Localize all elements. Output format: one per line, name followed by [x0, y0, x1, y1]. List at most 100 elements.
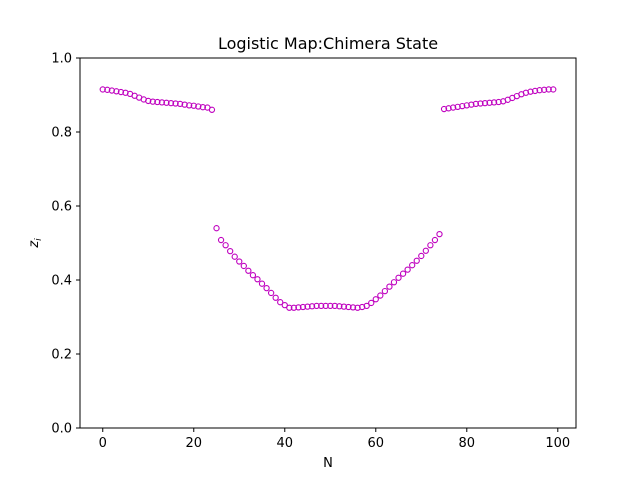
y-axis-ticks: 0.0 0.2 0.4 0.6 0.8 1.0	[51, 52, 80, 437]
data-point	[99, 86, 106, 93]
data-point	[104, 86, 111, 93]
data-point	[149, 98, 156, 105]
data-point	[154, 98, 161, 106]
data-point	[295, 304, 302, 311]
data-point	[381, 287, 389, 295]
data-point	[340, 303, 348, 310]
data-point	[158, 99, 166, 106]
data-point	[176, 100, 184, 108]
data-point	[399, 270, 407, 277]
data-point	[313, 302, 320, 310]
x-tick-label: 100	[545, 436, 570, 451]
data-point	[113, 88, 120, 95]
data-point	[299, 303, 307, 311]
data-point	[331, 302, 338, 310]
y-tick-label: 0.6	[51, 200, 72, 215]
x-axis-label: N	[323, 456, 333, 471]
data-point	[249, 272, 257, 279]
data-point	[199, 104, 207, 111]
data-point	[463, 102, 470, 109]
data-point	[186, 102, 193, 109]
data-point	[377, 292, 384, 299]
data-point	[459, 102, 466, 110]
data-point	[245, 267, 252, 274]
y-tick-label: 0.0	[51, 422, 72, 437]
data-point	[354, 304, 361, 311]
data-point	[290, 304, 298, 311]
data-point	[445, 105, 452, 112]
data-point	[217, 236, 225, 244]
data-point	[308, 303, 316, 310]
data-point	[390, 279, 398, 286]
data-point	[195, 103, 202, 110]
data-point	[336, 303, 343, 310]
data-point	[436, 230, 443, 238]
data-point	[495, 98, 502, 106]
data-point	[472, 100, 480, 108]
data-point	[531, 87, 539, 95]
data-point	[345, 303, 352, 311]
data-point	[486, 99, 493, 106]
y-tick-label: 0.8	[51, 126, 72, 141]
data-point	[477, 100, 484, 107]
x-tick-label: 40	[276, 436, 293, 451]
data-point	[449, 104, 457, 111]
data-point	[372, 296, 379, 303]
data-point	[272, 294, 279, 301]
data-point	[277, 299, 284, 306]
plot-area-frame	[79, 57, 577, 429]
data-point	[327, 302, 334, 310]
data-point	[267, 289, 275, 297]
y-axis-label: zi	[27, 238, 44, 249]
data-point	[422, 247, 429, 254]
data-point	[550, 86, 557, 93]
data-point	[318, 302, 325, 310]
data-point	[258, 280, 266, 287]
data-point	[190, 102, 197, 109]
data-point	[163, 99, 170, 106]
data-point	[222, 242, 229, 249]
data-point	[145, 97, 152, 105]
data-point	[481, 99, 489, 107]
data-point	[395, 274, 402, 281]
data-point	[440, 105, 448, 113]
data-point	[349, 304, 357, 311]
data-point	[304, 303, 311, 310]
data-point	[108, 87, 115, 94]
data-point	[240, 262, 247, 270]
x-tick-label: 80	[459, 436, 476, 451]
data-point	[409, 262, 416, 269]
x-tick-label: 20	[185, 436, 202, 451]
data-point	[281, 302, 288, 309]
data-point	[431, 236, 439, 244]
data-point	[545, 86, 552, 93]
data-point	[236, 258, 243, 265]
y-axis-label-subscript: i	[34, 238, 44, 241]
data-point	[468, 101, 475, 108]
data-point	[227, 247, 234, 255]
x-tick-label: 0	[99, 436, 107, 451]
data-point	[172, 100, 179, 107]
data-point	[363, 302, 370, 310]
data-markers	[99, 86, 557, 311]
data-point	[418, 252, 425, 260]
data-point	[386, 283, 393, 290]
data-point	[404, 266, 411, 273]
data-point	[117, 88, 125, 96]
data-point	[413, 257, 420, 264]
y-tick-label: 0.4	[51, 274, 72, 289]
data-point	[536, 87, 543, 94]
data-point	[213, 225, 220, 232]
data-point	[527, 88, 534, 95]
data-point	[254, 276, 261, 283]
data-point	[286, 304, 293, 311]
data-point	[181, 101, 188, 108]
data-point	[322, 302, 329, 310]
data-point	[167, 99, 175, 107]
x-tick-label: 60	[368, 436, 385, 451]
chart-title: Logistic Map:Chimera State	[218, 34, 438, 53]
data-point	[208, 106, 216, 113]
